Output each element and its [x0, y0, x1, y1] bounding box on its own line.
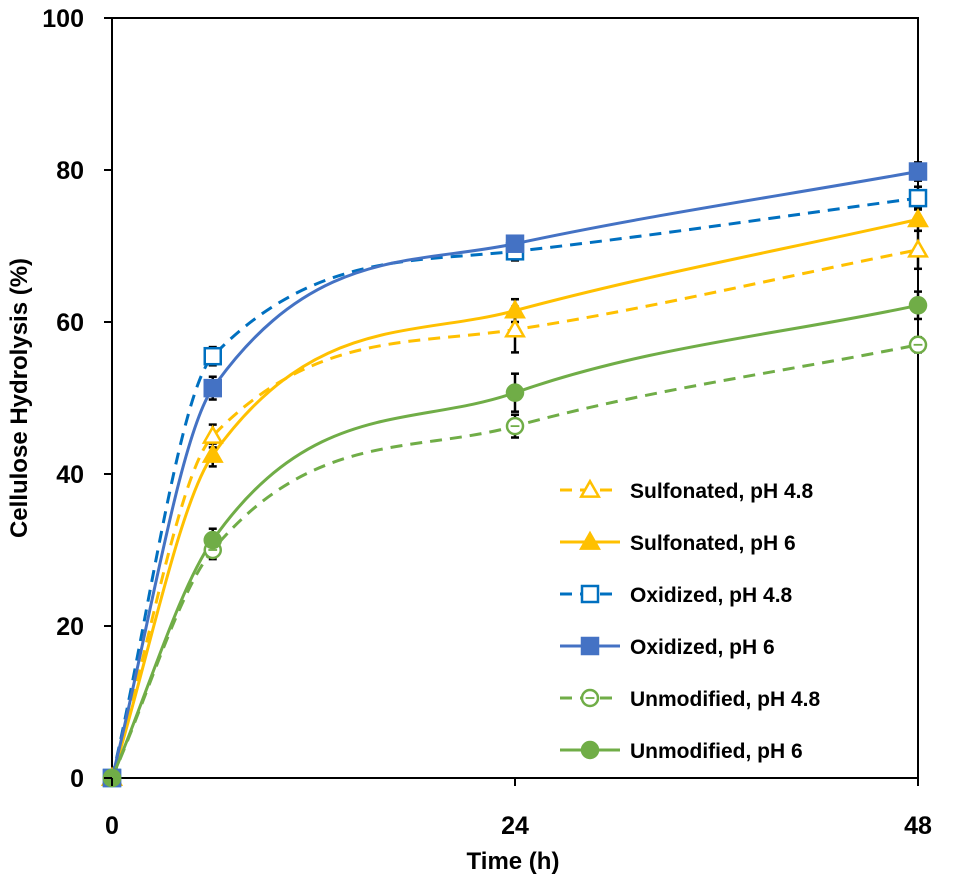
series-line-sulfonated-ph-4-8 — [110, 248, 919, 779]
data-point-sulfonated-ph-4-8 — [201, 424, 224, 444]
data-point-unmodified-ph-6 — [908, 296, 928, 315]
data-point-sulfonated-ph-6 — [504, 299, 526, 319]
legend-marker — [580, 740, 600, 760]
y-axis-title: Cellulose Hydrolysis (%) — [6, 258, 33, 538]
y-tick-label: 0 — [70, 765, 84, 793]
legend-item-unmodified-ph-6: Unmodified, pH 6 — [560, 740, 803, 763]
series-line-oxidized-ph-4-8 — [110, 196, 919, 779]
legend-label: Sulfonated, pH 6 — [630, 532, 796, 555]
legend-marker — [580, 584, 600, 604]
data-point-oxidized-ph-6 — [505, 234, 525, 253]
data-point-sulfonated-ph-4-8 — [907, 238, 929, 258]
data-point-sulfonated-ph-6 — [907, 208, 929, 228]
x-axis-title: Time (h) — [467, 848, 560, 875]
legend-item-sulfonated-ph-4-8: Sulfonated, pH 4.8 — [560, 478, 814, 503]
legend-item-oxidized-ph-4-8: Oxidized, pH 4.8 — [560, 584, 793, 607]
y-tick-label: 40 — [56, 461, 84, 489]
data-point-sulfonated-ph-4-8 — [504, 318, 526, 338]
data-point-oxidized-ph-4-8 — [908, 188, 928, 208]
data-point-oxidized-ph-6 — [203, 378, 222, 398]
legend-marker — [579, 530, 601, 550]
y-tick-label: 60 — [56, 309, 84, 337]
legend-item-unmodified-ph-4-8: Unmodified, pH 4.8 — [560, 688, 821, 711]
y-tick-label: 100 — [42, 5, 84, 33]
legend-label: Unmodified, pH 4.8 — [630, 688, 821, 711]
data-point-oxidized-ph-6 — [908, 162, 928, 181]
y-tick-label: 20 — [56, 613, 84, 641]
x-tick-label: 24 — [501, 812, 529, 840]
legend-marker — [579, 478, 601, 498]
data-point-oxidized-ph-4-8 — [203, 346, 222, 366]
legend-label: Sulfonated, pH 4.8 — [630, 480, 814, 503]
data-point-unmodified-ph-6 — [203, 530, 222, 550]
series-line-sulfonated-ph-6 — [110, 217, 919, 779]
legend-item-sulfonated-ph-6: Sulfonated, pH 6 — [560, 530, 796, 555]
y-tick-label: 80 — [56, 157, 84, 185]
data-point-unmodified-ph-6 — [505, 383, 525, 402]
x-tick-label: 0 — [105, 812, 119, 840]
series-line-unmodified-ph-6 — [110, 303, 919, 779]
legend-item-oxidized-ph-6: Oxidized, pH 6 — [560, 636, 775, 659]
x-tick-label: 48 — [904, 812, 932, 840]
legend-label: Oxidized, pH 4.8 — [630, 584, 793, 607]
series-line-oxidized-ph-6 — [110, 170, 919, 779]
legend-label: Unmodified, pH 6 — [630, 740, 803, 763]
legend-marker — [580, 636, 600, 656]
data-point-sulfonated-ph-6 — [201, 443, 224, 463]
legend-label: Oxidized, pH 6 — [630, 636, 775, 659]
